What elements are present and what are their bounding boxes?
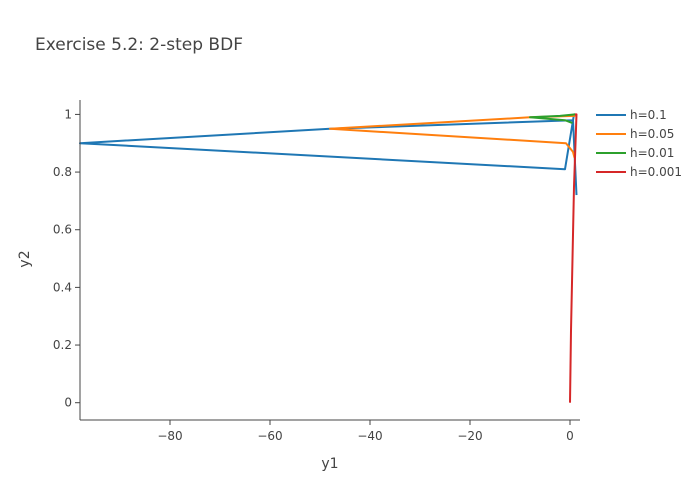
series-line-2[interactable] — [329, 114, 576, 158]
x-tick-label: −80 — [157, 429, 182, 443]
legend-label: h=0.01 — [630, 146, 674, 160]
x-tick-label: −60 — [257, 429, 282, 443]
y-tick-label: 0.6 — [53, 223, 72, 237]
series-line-3[interactable] — [529, 113, 576, 125]
axes-layer — [79, 100, 580, 421]
legend-item-4[interactable]: h=0.001 — [596, 165, 682, 179]
y-tick-label: 0.2 — [53, 338, 72, 352]
legend-item-2[interactable]: h=0.05 — [596, 127, 674, 141]
x-tick-label: −40 — [357, 429, 382, 443]
series-line-4[interactable] — [569, 113, 578, 403]
legend-label: h=0.1 — [630, 108, 667, 122]
ticks-layer: −80 −60 −40 −20 0 0 0.2 0.4 0.6 0.8 1 — [53, 107, 574, 443]
y-tick-label: 1 — [64, 107, 72, 121]
legend-item-3[interactable]: h=0.01 — [596, 146, 674, 160]
y-axis-label: y2 — [17, 250, 33, 267]
series-line-1[interactable] — [79, 113, 578, 196]
x-tick-label: −20 — [457, 429, 482, 443]
legend-label: h=0.05 — [630, 127, 674, 141]
legend-item-1[interactable]: h=0.1 — [596, 108, 667, 122]
legend[interactable]: h=0.1 h=0.05 h=0.01 h=0.001 — [596, 108, 682, 179]
x-axis-label: y1 — [321, 456, 338, 472]
chart-title: Exercise 5.2: 2-step BDF — [35, 35, 243, 55]
legend-label: h=0.001 — [630, 165, 682, 179]
y-tick-label: 0.4 — [53, 280, 72, 294]
y-tick-label: 0 — [64, 396, 72, 410]
series-layer — [79, 113, 578, 403]
x-tick-label: 0 — [566, 429, 574, 443]
y-tick-label: 0.8 — [53, 165, 72, 179]
